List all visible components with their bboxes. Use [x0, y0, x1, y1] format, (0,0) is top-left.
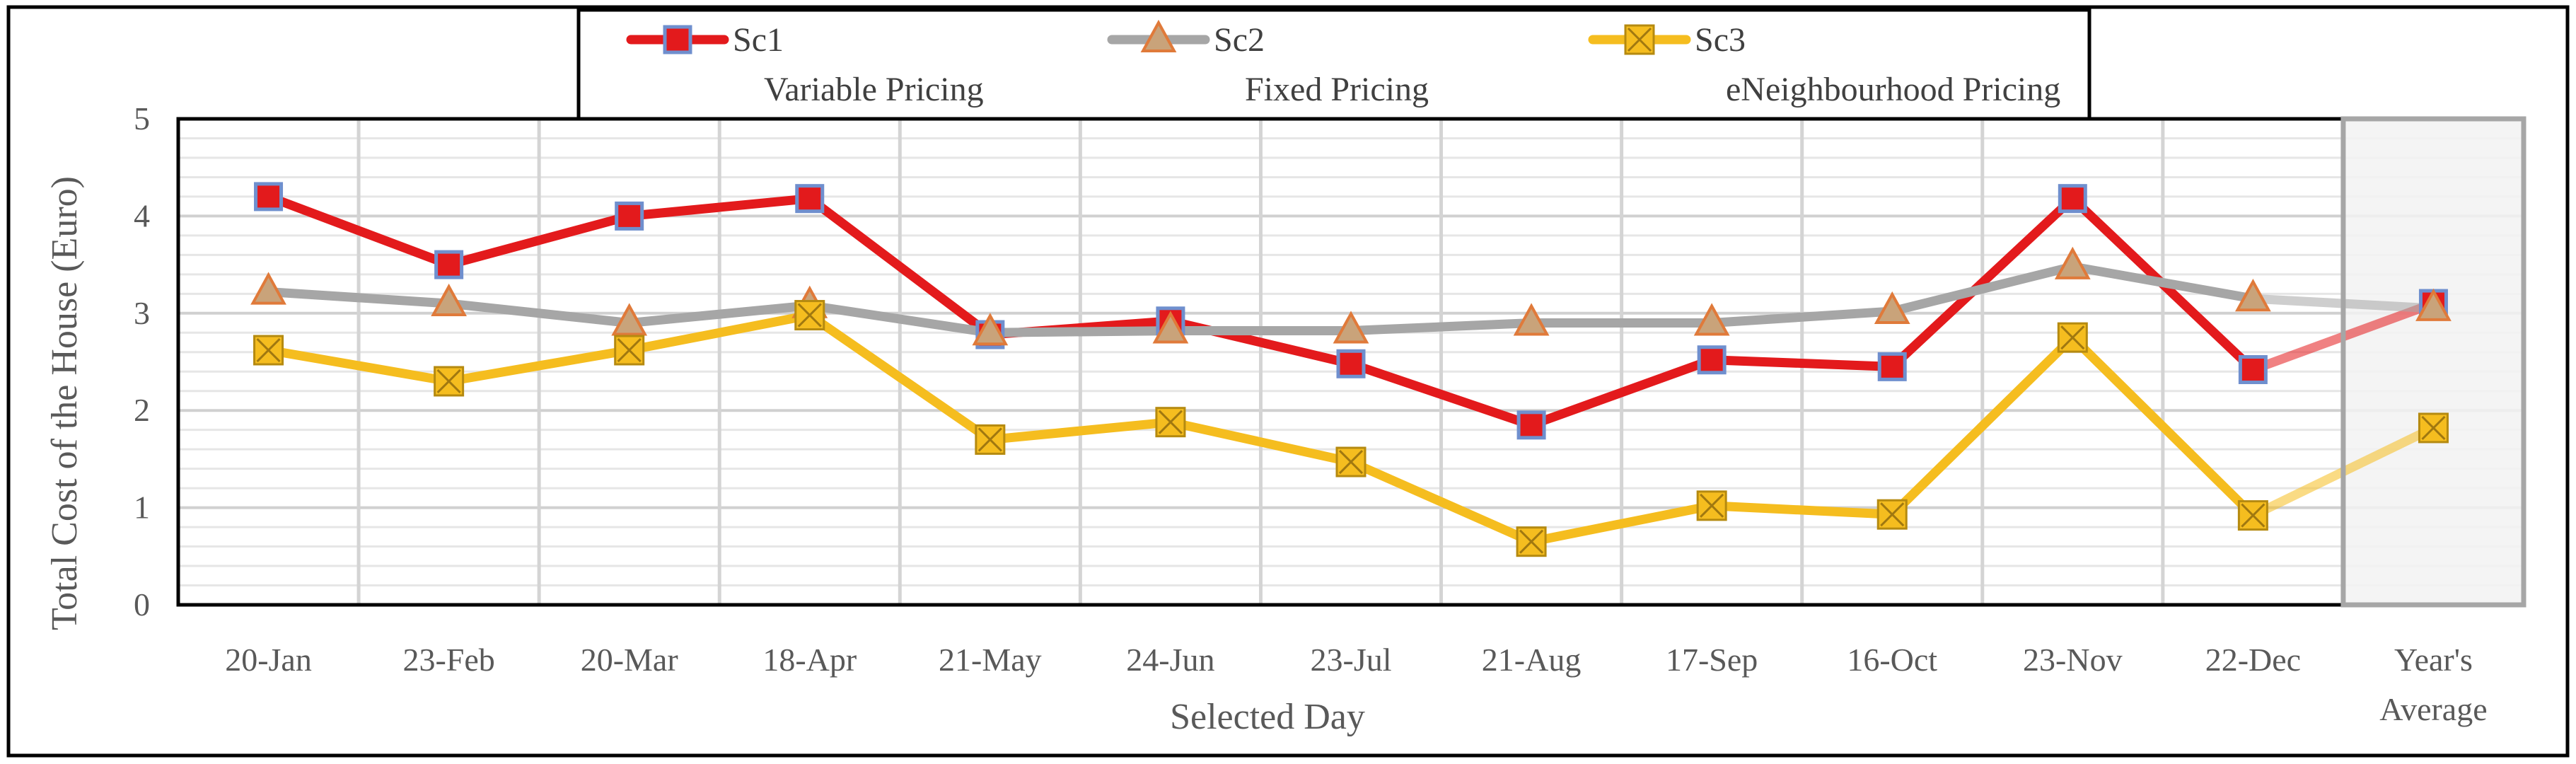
data-point-Sc2-2: [611, 303, 648, 336]
data-point-Sc1-3: [795, 184, 825, 214]
data-point-Sc3-11: [2237, 500, 2268, 531]
x-axis-title: Selected Day: [1170, 697, 1365, 737]
legend-box: [576, 8, 2091, 121]
data-point-Sc1-1: [434, 250, 464, 279]
data-point-Sc3-5: [1155, 407, 1186, 438]
data-point-Sc1-0: [254, 182, 284, 212]
average-column-border: [2340, 116, 2526, 608]
data-point-Sc1-7: [1516, 410, 1546, 440]
x-tick-label: 24-Jun: [1126, 642, 1214, 678]
data-point-Sc2-8: [1693, 303, 1730, 336]
data-point-Sc2-12: [2415, 288, 2452, 321]
data-point-Sc3-3: [794, 300, 825, 331]
data-point-Sc3-11-cross: [2241, 503, 2265, 528]
data-point-Sc3-2-cross: [617, 337, 642, 363]
legend-marker-Sc2: [1140, 19, 1177, 52]
data-point-Sc2-10: [2054, 246, 2091, 279]
y-axis-title: Total Cost of the House (Euro): [45, 176, 85, 630]
x-tick-label: 21-Aug: [1482, 642, 1582, 678]
data-point-Sc2-6: [1333, 311, 1369, 344]
x-tick-label: Average: [2379, 691, 2487, 727]
data-point-Sc1-11: [2238, 354, 2268, 384]
data-point-Sc1-6: [1336, 349, 1366, 378]
y-tick-label: 0: [134, 586, 150, 623]
data-point-Sc3-5-cross: [1158, 410, 1183, 434]
legend-label-Sc2: Sc2: [1214, 21, 1265, 59]
data-point-Sc2-11: [2235, 279, 2271, 312]
data-point-Sc3-4-cross: [977, 427, 1002, 452]
data-point-Sc3-6-cross: [1338, 449, 1364, 475]
x-tick-label: 23-Nov: [2023, 642, 2123, 678]
data-point-Sc3-7: [1516, 526, 1547, 557]
x-tick-label: 23-Jul: [1311, 642, 1392, 678]
legend-label-Sc3: Sc3: [1695, 21, 1746, 59]
legend-marker-Sc3: [1624, 24, 1655, 55]
x-tick-label: 18-Apr: [762, 642, 857, 678]
x-tick-label: 16-Oct: [1847, 642, 1937, 678]
legend-description-Sc1: Variable Pricing: [764, 71, 984, 108]
data-point-Sc2-5: [1152, 311, 1189, 344]
data-point-Sc2-1: [431, 283, 467, 317]
data-point-Sc3-12-cross: [2421, 415, 2446, 440]
data-point-Sc1-10: [2058, 184, 2087, 214]
data-point-Sc3-10: [2057, 322, 2088, 353]
average-highlight: [2343, 119, 2525, 605]
y-tick-label: 3: [134, 295, 150, 331]
data-point-Sc3-0: [253, 335, 284, 366]
data-point-Sc2-7: [1513, 303, 1550, 336]
legend-marker-Sc1: [663, 25, 692, 54]
y-tick-label: 2: [134, 392, 150, 428]
legend-label-Sc1: Sc1: [733, 21, 784, 59]
legend-description-Sc3: eNeighbourhood Pricing: [1726, 71, 2060, 108]
x-tick-label: 21-May: [939, 642, 1042, 678]
data-point-Sc3-9: [1876, 499, 1908, 530]
y-tick-label: 5: [134, 100, 150, 137]
x-tick-label: 20-Mar: [581, 642, 678, 678]
data-point-Sc3-0-cross: [256, 337, 281, 363]
data-point-Sc3-2: [614, 335, 645, 366]
legend-marker-Sc3-cross: [1627, 27, 1652, 52]
data-point-Sc3-10-cross: [2060, 325, 2085, 350]
data-point-Sc3-8: [1696, 490, 1727, 521]
series-line-Sc1: [264, 192, 2258, 430]
data-point-Sc1-8: [1697, 345, 1727, 375]
data-point-Sc3-8-cross: [1700, 493, 1724, 518]
data-point-Sc2-9: [1874, 291, 1910, 325]
series-line-Sc3: [264, 311, 2258, 547]
y-tick-label: 4: [134, 197, 150, 233]
data-point-Sc2-0: [250, 272, 286, 305]
data-point-Sc3-7-cross: [1519, 529, 1544, 554]
legend-description-Sc2: Fixed Pricing: [1245, 71, 1429, 108]
legend: Sc1 Variable Pricing Sc2 Fixed Pricing Sc3 eN…: [576, 8, 2091, 121]
x-tick-label: 17-Sep: [1666, 642, 1758, 678]
data-point-Sc3-6: [1335, 446, 1367, 478]
axes: 0 1 2 3 4 5 20-Jan 23-Feb 20-Mar 18-Apr 21-May 24-J…: [134, 100, 2526, 727]
series-line-Sc2: [264, 262, 2258, 337]
y-tick-label: 1: [134, 490, 150, 526]
series-lines: [264, 192, 2438, 547]
series-markers: [250, 182, 2452, 557]
x-tick-label: 22-Dec: [2205, 642, 2301, 678]
data-point-Sc3-3-cross: [797, 303, 822, 328]
data-point-Sc2-4: [972, 313, 1009, 346]
x-tick-label: 23-Feb: [402, 642, 494, 678]
data-point-Sc1-9: [1877, 352, 1907, 381]
data-point-Sc3-1: [434, 366, 465, 397]
data-point-Sc3-9-cross: [1880, 502, 1905, 527]
x-tick-label: 20-Jan: [225, 642, 312, 678]
data-point-Sc3-12: [2418, 412, 2449, 444]
data-point-Sc1-2: [615, 201, 644, 231]
data-point-Sc3-4: [975, 424, 1006, 455]
average-column-shade: [2343, 119, 2525, 605]
data-point-Sc3-1-cross: [436, 369, 461, 394]
x-tick-label: Year's: [2394, 642, 2473, 678]
